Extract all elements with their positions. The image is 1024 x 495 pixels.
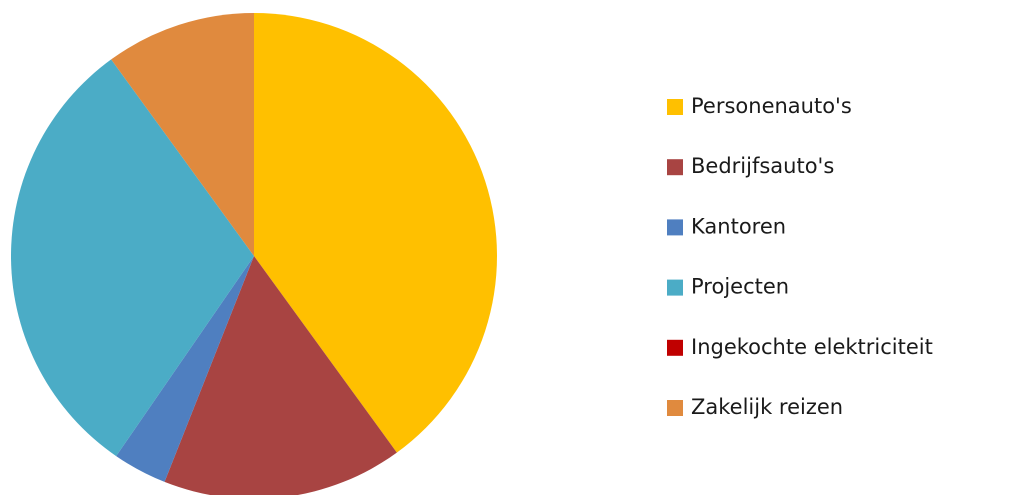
pie-slice <box>111 13 254 256</box>
pie-slice <box>164 256 397 495</box>
pie-slice <box>116 256 254 482</box>
legend-swatch <box>667 339 683 356</box>
legend-swatch <box>667 400 683 416</box>
legend-label: Bedrijfsauto's <box>691 154 834 178</box>
legend-label: Personenauto's <box>691 94 852 118</box>
legend-swatch <box>667 159 683 176</box>
legend-swatch <box>667 279 683 296</box>
legend-swatch <box>667 99 683 115</box>
legend-swatch <box>667 219 683 236</box>
legend-label: Kantoren <box>691 214 786 238</box>
legend-label: Zakelijk reizen <box>691 395 843 419</box>
pie-slice <box>254 13 497 453</box>
legend-label: Ingekochte elektriciteit <box>691 335 933 359</box>
legend-label: Projecten <box>691 275 789 299</box>
pie-slice <box>11 59 254 457</box>
